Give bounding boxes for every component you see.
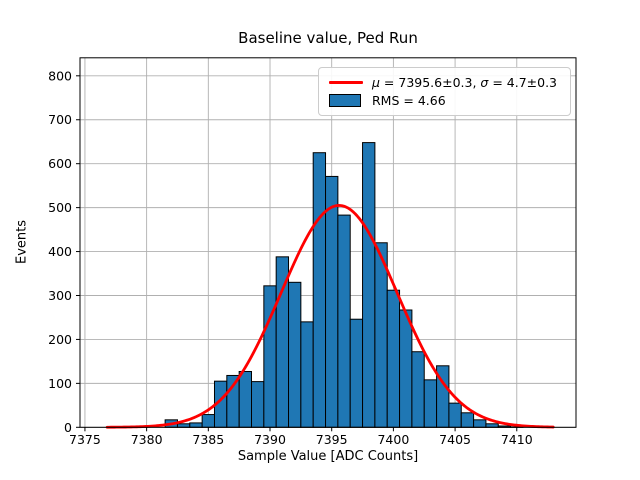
y-tick-label: 700 bbox=[48, 112, 72, 127]
y-tick-label: 400 bbox=[48, 244, 72, 259]
y-tick-label: 600 bbox=[48, 156, 72, 171]
x-tick-label: 7390 bbox=[254, 432, 286, 447]
legend: μ = 7395.6±0.3, σ = 4.7±0.3 RMS = 4.66 bbox=[318, 67, 571, 116]
histogram-bar bbox=[399, 309, 413, 428]
histogram-bar bbox=[325, 175, 339, 428]
axes-frame bbox=[79, 57, 577, 428]
legend-entry-hist: RMS = 4.66 bbox=[329, 92, 562, 111]
legend-fit-label: μ = 7395.6±0.3, σ = 4.7±0.3 bbox=[372, 74, 558, 90]
histogram-bar bbox=[473, 419, 487, 428]
gaussian-fit-curve bbox=[105, 204, 555, 429]
x-tick-label: 7380 bbox=[131, 432, 163, 447]
histogram-bar bbox=[448, 402, 462, 428]
histogram-bar bbox=[189, 422, 203, 428]
histogram-bar bbox=[312, 152, 327, 428]
histogram-bar bbox=[460, 412, 475, 428]
legend-patch-swatch bbox=[329, 94, 361, 108]
histogram-bar bbox=[374, 242, 388, 428]
histogram-bar bbox=[386, 289, 401, 428]
y-axis-label: Events bbox=[14, 219, 30, 265]
histogram-bar bbox=[238, 371, 253, 428]
x-tick-label: 7400 bbox=[377, 432, 409, 447]
histogram-bar bbox=[201, 414, 215, 428]
x-tick-label: 7375 bbox=[69, 432, 101, 447]
y-tick-label: 200 bbox=[48, 332, 72, 347]
histogram-bar bbox=[411, 351, 425, 428]
x-tick-label: 7385 bbox=[192, 432, 224, 447]
histogram-bar bbox=[300, 321, 314, 428]
histogram-bar bbox=[288, 281, 302, 428]
y-tick-label: 500 bbox=[48, 200, 72, 215]
histogram-bar bbox=[337, 214, 351, 428]
histogram-bar bbox=[362, 142, 376, 428]
legend-line-swatch bbox=[329, 80, 363, 84]
histogram-bar bbox=[251, 381, 265, 428]
legend-rms-label: RMS = 4.66 bbox=[372, 93, 446, 109]
histogram-bar bbox=[349, 318, 364, 428]
histogram-bar bbox=[423, 379, 438, 428]
histogram-bar bbox=[176, 423, 191, 428]
chart-title: Baseline value, Ped Run bbox=[238, 29, 418, 47]
x-tick-label: 7410 bbox=[501, 432, 533, 447]
histogram-bar bbox=[226, 374, 240, 428]
x-tick-label: 7395 bbox=[316, 432, 348, 447]
x-axis-label: Sample Value [ADC Counts] bbox=[237, 449, 419, 464]
histogram-bar bbox=[485, 423, 499, 428]
y-tick-label: 800 bbox=[48, 68, 72, 83]
x-tick-label: 7405 bbox=[439, 432, 471, 447]
y-tick-label: 0 bbox=[64, 420, 72, 435]
legend-entry-fit: μ = 7395.6±0.3, σ = 4.7±0.3 bbox=[329, 73, 562, 92]
y-tick-label: 100 bbox=[48, 376, 72, 391]
y-tick-label: 300 bbox=[48, 288, 72, 303]
